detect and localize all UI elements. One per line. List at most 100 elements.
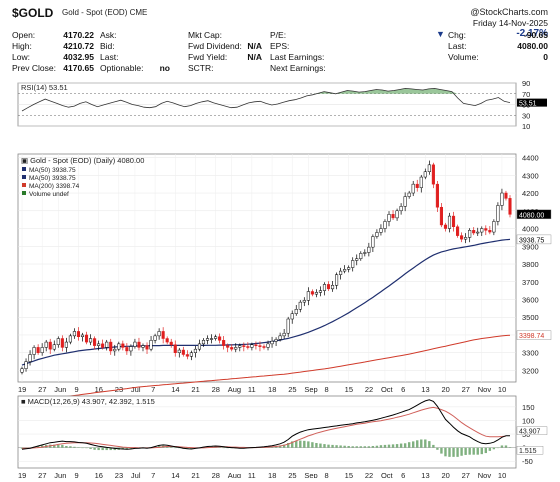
macd-hist-bar bbox=[153, 446, 157, 448]
candle-body bbox=[40, 347, 44, 353]
candle-body bbox=[201, 340, 206, 345]
price-x-tick-label: Aug bbox=[228, 385, 241, 394]
candle-body bbox=[76, 331, 81, 338]
candle-body bbox=[72, 331, 76, 337]
candle-body bbox=[133, 341, 137, 347]
quote-value: 0 bbox=[543, 52, 548, 62]
rsi-last-value: 53.51 bbox=[519, 101, 537, 108]
macd-hist-bar bbox=[504, 445, 508, 448]
last-price-tag: 4080.00 bbox=[519, 212, 544, 219]
price-x-tick-label: 13 bbox=[421, 385, 429, 394]
macd-hist-bar bbox=[428, 441, 431, 448]
quote-label: Prev Close: bbox=[12, 63, 56, 73]
candle-body bbox=[125, 347, 129, 352]
macd-hist-bar bbox=[355, 446, 358, 448]
macd-panel-border bbox=[17, 395, 517, 469]
candle-body bbox=[145, 345, 149, 350]
macd-tick-label: 150 bbox=[522, 403, 535, 412]
macd-hist-bar bbox=[206, 446, 209, 448]
candle-body bbox=[117, 343, 121, 350]
candle-body bbox=[68, 335, 72, 343]
candle-body bbox=[435, 183, 439, 208]
price-x-tick-label: Jul bbox=[131, 385, 141, 394]
candle-body bbox=[500, 192, 504, 206]
macd-hist-bar bbox=[303, 440, 306, 448]
legend-swatch bbox=[22, 167, 26, 171]
candle-body bbox=[222, 340, 226, 346]
quote-value: -90.65 bbox=[523, 30, 548, 40]
quote-value: no bbox=[159, 63, 170, 73]
macd-hist-bar bbox=[278, 445, 282, 448]
price-x-tick-label: Jun bbox=[54, 385, 66, 394]
rsi-tick-label: 30 bbox=[522, 111, 530, 120]
candle-body bbox=[226, 345, 230, 348]
price-tick-label: 3800 bbox=[522, 260, 539, 269]
ma200-tag: 3398.74 bbox=[519, 333, 544, 340]
candle-body bbox=[411, 183, 415, 194]
macd-hist-bar bbox=[343, 445, 346, 448]
price-tick-label: 3200 bbox=[522, 366, 539, 375]
candle-body bbox=[290, 313, 294, 320]
candle-body bbox=[48, 341, 52, 350]
macd-hist-bar bbox=[351, 446, 354, 448]
price-x-tick-label: 15 bbox=[345, 385, 353, 394]
macd-hist-bar bbox=[500, 445, 504, 448]
candle-body bbox=[302, 300, 306, 303]
candle-body bbox=[173, 344, 177, 353]
price-x-tick-label: 6 bbox=[401, 385, 405, 394]
macd-title: ■ MACD(12,26,9) 43.907, 42.392, 1.515 bbox=[21, 397, 155, 406]
quote-label: Last Earnings: bbox=[270, 52, 325, 62]
candle-body bbox=[419, 176, 423, 188]
quote-value: 4170.65 bbox=[63, 63, 94, 73]
macd-hist-bar bbox=[65, 445, 68, 448]
macd-hist-bar bbox=[363, 446, 367, 448]
ma50-line bbox=[21, 238, 511, 366]
quote-label: P/E: bbox=[270, 30, 287, 40]
rsi-line bbox=[21, 87, 511, 112]
macd-hist-bar bbox=[383, 444, 387, 448]
quote-label: Last: bbox=[448, 41, 467, 51]
candle-body bbox=[278, 335, 282, 340]
rsi-tick-label: 70 bbox=[522, 90, 530, 99]
candle-body bbox=[322, 284, 327, 291]
candle-body bbox=[460, 235, 464, 240]
chart-canvas[interactable]: 1030507090RSI(14) 53.5153.51320033003400… bbox=[8, 6, 552, 478]
macd-x-tick-label: Nov bbox=[478, 471, 492, 478]
candle-body bbox=[193, 348, 197, 353]
chart-frame: $GOLD Gold - Spot (EOD) CME @StockCharts… bbox=[8, 6, 552, 478]
quote-value: 4210.72 bbox=[63, 41, 94, 51]
legend-swatch bbox=[22, 191, 26, 195]
candle-body bbox=[89, 338, 93, 343]
macd-hist-bar bbox=[295, 440, 298, 448]
price-x-tick-label: 19 bbox=[18, 385, 26, 394]
candle-body bbox=[451, 215, 456, 227]
macd-hist-bar bbox=[190, 447, 193, 449]
candle-body bbox=[97, 343, 101, 346]
candle-body bbox=[427, 164, 431, 172]
candle-body bbox=[36, 347, 40, 353]
quote-label: High: bbox=[12, 41, 32, 51]
candle-body bbox=[359, 253, 363, 259]
macd-hist-bar bbox=[359, 446, 362, 448]
candle-body bbox=[169, 341, 173, 345]
candle-body bbox=[286, 318, 290, 334]
macd-hist-bar bbox=[53, 444, 56, 448]
macd-hist-bar bbox=[319, 443, 322, 448]
candle-body bbox=[197, 343, 202, 350]
macd-tick-label: 100 bbox=[522, 416, 535, 425]
quote-summary: Friday 14-Nov-2025 -2.17% ▼ Open: 4170.22 Ask… bbox=[8, 18, 552, 82]
quote-value: 4032.95 bbox=[63, 52, 94, 62]
candle-body bbox=[153, 335, 157, 341]
quote-label: SCTR: bbox=[188, 63, 214, 73]
macd-hist-bar bbox=[282, 444, 286, 448]
ticker-symbol: $GOLD bbox=[12, 6, 54, 20]
macd-hist-bar bbox=[456, 447, 459, 457]
candle-body bbox=[141, 345, 145, 348]
candle-body bbox=[306, 291, 310, 301]
macd-hist-bar bbox=[77, 447, 80, 448]
macd-hist-bar bbox=[93, 447, 96, 450]
quote-value: 4170.22 bbox=[63, 30, 94, 40]
macd-hist-bar bbox=[101, 447, 104, 451]
quote-label: Chg: bbox=[448, 30, 466, 40]
price-tick-label: 4000 bbox=[522, 225, 539, 234]
